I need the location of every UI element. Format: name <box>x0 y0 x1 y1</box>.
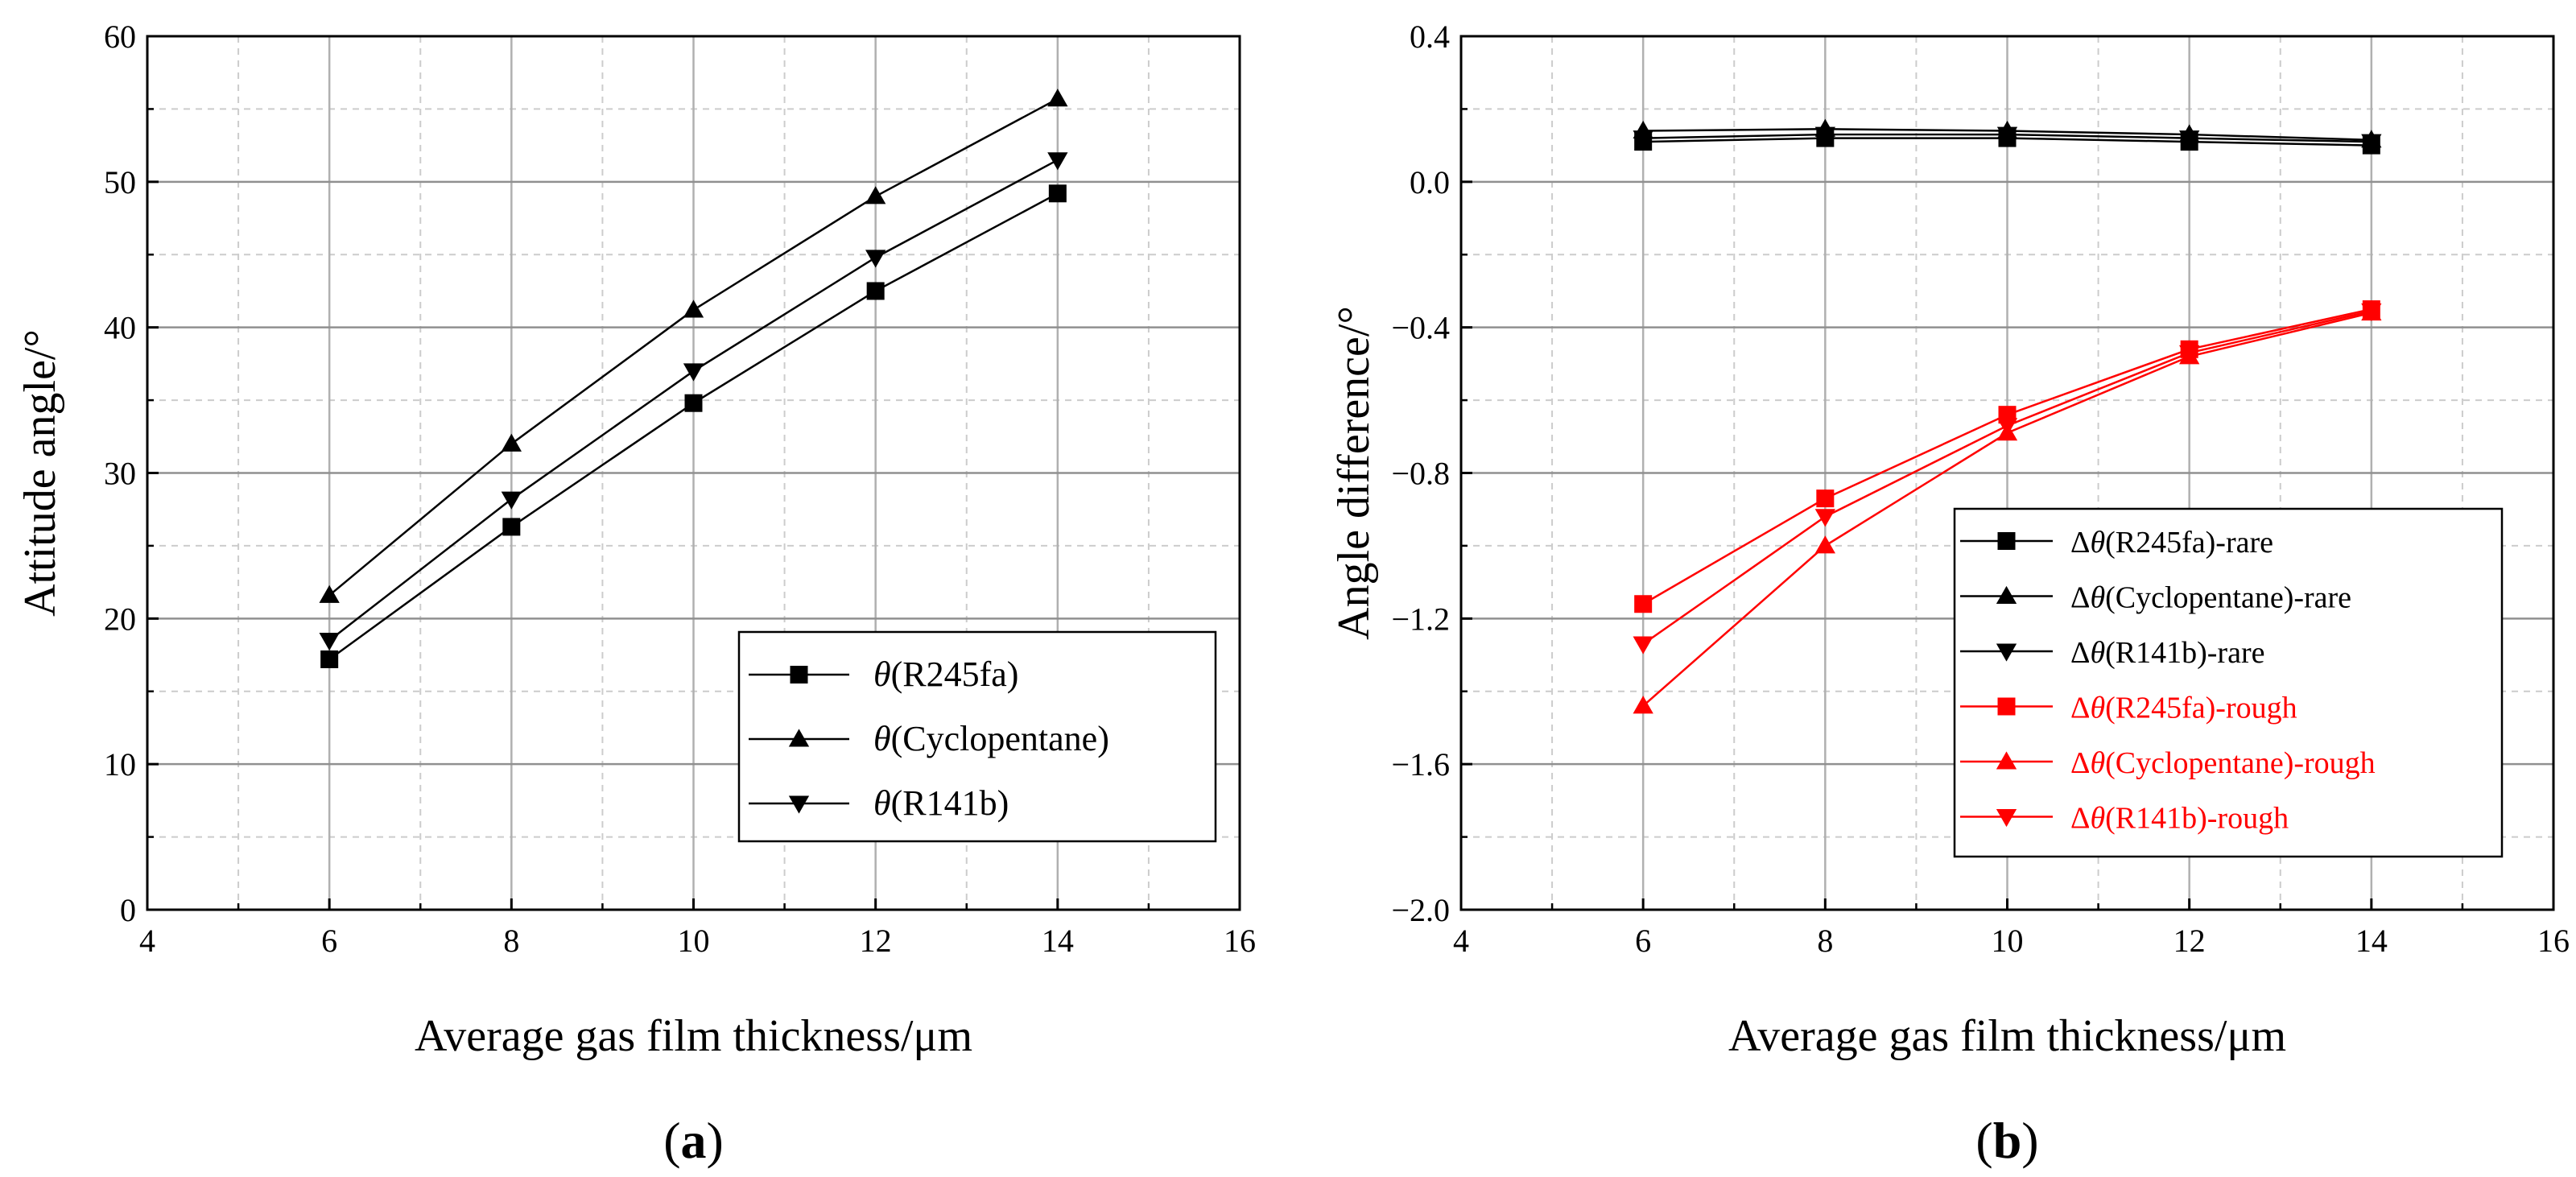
data-point <box>502 518 521 536</box>
y-tick-label: 20 <box>104 601 136 637</box>
data-point <box>1814 126 1835 145</box>
x-tick-label: 10 <box>678 923 710 959</box>
legend: θ(R245fa) θ(Cyclopentane) θ(R141b) <box>737 630 1217 843</box>
x-tick-label: 16 <box>1224 923 1256 959</box>
x-tick-label: 16 <box>2537 923 2570 959</box>
y-tick-label: 0.0 <box>1410 164 1450 200</box>
x-tick-label: 14 <box>2355 923 2388 959</box>
legend-box <box>1953 507 2504 858</box>
panel-caption: (a) <box>663 1112 724 1169</box>
data-point <box>319 584 340 603</box>
data-point <box>2179 345 2200 363</box>
legend-marker <box>1996 585 2017 604</box>
data-point <box>1047 89 1068 107</box>
y-tick-label: 60 <box>104 19 136 55</box>
x-tick-label: 8 <box>1817 923 1833 959</box>
y-tick-label: 0 <box>120 892 136 928</box>
legend-box <box>737 630 1217 843</box>
chart-panel-a: 4 6 8 10 12 14 16 0 10 20 30 40 50 60 Average gas film… <box>15 19 1256 1169</box>
data-point <box>1047 152 1068 171</box>
y-axis-title: Attitude angle/° <box>15 329 65 617</box>
data-point <box>319 632 340 651</box>
legend-marker <box>1997 532 2016 550</box>
y-tick-label: 10 <box>104 746 136 783</box>
x-axis-title: Average gas film thickness/μm <box>415 1011 972 1061</box>
data-point <box>2361 303 2382 321</box>
y-tick-label: −0.4 <box>1391 310 1450 346</box>
data-point <box>1633 130 1653 149</box>
data-point <box>2361 134 2382 152</box>
data-point <box>866 282 885 300</box>
legend-label: Δθ(R141b)-rare <box>2070 636 2264 670</box>
x-tick-label: 6 <box>321 923 337 959</box>
data-point <box>683 299 704 318</box>
y-tick-label: −0.8 <box>1391 456 1450 492</box>
legend-marker <box>1996 643 2017 662</box>
y-tick-label: 40 <box>104 310 136 346</box>
y-tick-label: 0.4 <box>1410 19 1450 55</box>
data-point <box>2179 130 2200 149</box>
x-tick-label: 12 <box>2174 923 2206 959</box>
legend-label: Δθ(R245fa)-rough <box>2070 692 2297 725</box>
y-tick-label: 50 <box>104 164 136 200</box>
data-point <box>1816 489 1835 508</box>
legend-label: Δθ(R245fa)-rare <box>2070 526 2273 560</box>
data-point <box>501 491 522 510</box>
x-tick-label: 10 <box>1992 923 2024 959</box>
data-point <box>1814 509 1835 527</box>
data-point <box>1996 418 2018 436</box>
chart-panel-b: 4 6 8 10 12 14 16 −2.0 −1.6 −1.2 −0.8 −0.4 0.0 0.4 Ave… <box>1329 19 2570 1169</box>
y-axis-title: Angle difference/° <box>1329 306 1379 640</box>
data-point <box>865 250 886 268</box>
x-axis-title: Average gas film thickness/μm <box>1728 1011 2286 1061</box>
legend: Δθ(R245fa)-rare Δθ(Cyclopentane)-rare Δθ(R… <box>1953 507 2504 858</box>
legend-label: θ(R141b) <box>873 783 1009 823</box>
data-point <box>1633 696 1653 714</box>
legend-marker <box>1996 809 2017 828</box>
data-point <box>1814 535 1835 554</box>
data-point <box>320 650 339 668</box>
y-tick-label: −1.2 <box>1391 601 1450 637</box>
data-point <box>684 394 703 412</box>
x-tick-label: 8 <box>503 923 519 959</box>
data-point <box>865 186 886 204</box>
data-point <box>1048 184 1067 203</box>
data-point <box>1996 126 2018 145</box>
data-point <box>1633 636 1653 655</box>
legend-marker <box>1997 697 2016 716</box>
y-tick-label: −2.0 <box>1391 892 1450 928</box>
panel-caption: (b) <box>1975 1112 2038 1169</box>
legend-label: Δθ(Cyclopentane)-rare <box>2070 581 2351 615</box>
data-point <box>1634 595 1653 613</box>
x-tick-label: 14 <box>1042 923 1074 959</box>
legend-label: θ(R245fa) <box>873 655 1018 694</box>
x-tick-label: 4 <box>139 923 155 959</box>
legend-marker <box>788 795 810 814</box>
legend-marker <box>788 729 810 747</box>
y-tick-label: 30 <box>104 456 136 492</box>
data-point <box>683 363 704 382</box>
legend-label: Δθ(Cyclopentane)-rough <box>2070 746 2376 780</box>
y-tick-label: −1.6 <box>1391 746 1450 783</box>
x-tick-label: 12 <box>860 923 892 959</box>
legend-marker <box>1996 751 2017 770</box>
legend-marker <box>790 666 808 683</box>
legend-label: θ(Cyclopentane) <box>873 719 1109 758</box>
data-point <box>501 433 522 452</box>
legend-label: Δθ(R141b)-rough <box>2070 802 2289 836</box>
x-tick-label: 6 <box>1635 923 1651 959</box>
x-tick-label: 4 <box>1453 923 1469 959</box>
